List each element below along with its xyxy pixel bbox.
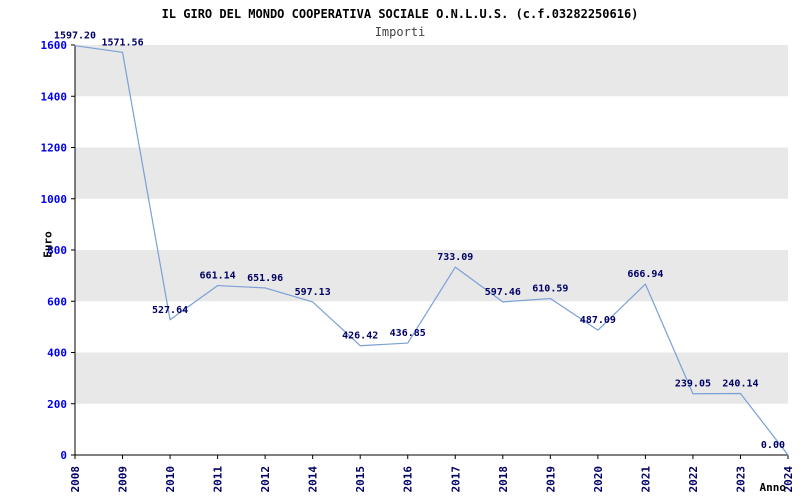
y-tick-label: 800 (47, 244, 67, 257)
point-label: 1571.56 (101, 37, 143, 48)
y-tick-label: 1400 (41, 90, 68, 103)
y-tick-label: 1600 (41, 39, 68, 52)
plot-band (75, 352, 788, 404)
y-tick-label: 1200 (41, 142, 68, 155)
point-label: 0.00 (761, 440, 785, 451)
x-tick-label: 2019 (544, 466, 557, 493)
plot-band (75, 147, 788, 199)
x-tick-label: 2014 (307, 466, 320, 493)
y-axis-title: Euro (41, 231, 55, 258)
plot-band (75, 45, 788, 97)
x-tick-label: 2015 (354, 466, 367, 493)
point-label: 597.13 (295, 287, 331, 298)
x-tick-label: 2009 (117, 466, 130, 493)
y-tick-label: 600 (47, 295, 67, 308)
x-tick-label: 2023 (734, 466, 747, 493)
y-tick-label: 400 (47, 347, 67, 360)
point-label: 240.14 (722, 378, 758, 389)
x-axis-title: Anno (759, 481, 787, 494)
x-tick-label: 2016 (402, 466, 415, 493)
point-label: 661.14 (200, 271, 236, 282)
point-label: 487.09 (580, 315, 616, 326)
point-label: 1597.20 (54, 31, 96, 42)
point-label: 666.94 (627, 269, 663, 280)
point-label: 527.64 (152, 305, 188, 316)
point-label: 597.46 (485, 287, 521, 298)
x-tick-label: 2020 (592, 466, 605, 493)
y-tick-label: 1000 (41, 193, 68, 206)
point-label: 610.59 (532, 284, 568, 295)
x-tick-label: 2011 (212, 466, 225, 493)
x-tick-label: 2024 (782, 466, 795, 493)
x-tick-label: 2022 (687, 466, 700, 493)
x-tick-label: 2018 (497, 466, 510, 493)
point-label: 436.85 (390, 328, 426, 339)
x-tick-label: 2012 (259, 466, 272, 493)
x-tick-label: 2010 (164, 466, 177, 493)
chart-subtitle: Importi (374, 25, 426, 39)
x-tick-label: 2017 (449, 466, 462, 493)
point-label: 426.42 (342, 331, 378, 342)
x-tick-label: 2021 (639, 466, 652, 493)
y-tick-label: 0 (60, 449, 67, 462)
point-label: 733.09 (437, 252, 473, 263)
chart-title: IL GIRO DEL MONDO COOPERATIVA SOCIALE O.… (161, 7, 639, 21)
plot-band (75, 250, 788, 302)
y-tick-label: 200 (47, 398, 67, 411)
point-label: 239.05 (675, 379, 711, 390)
x-tick-label: 2008 (69, 466, 82, 493)
series-line (74, 45, 789, 456)
point-label: 651.96 (247, 273, 283, 284)
